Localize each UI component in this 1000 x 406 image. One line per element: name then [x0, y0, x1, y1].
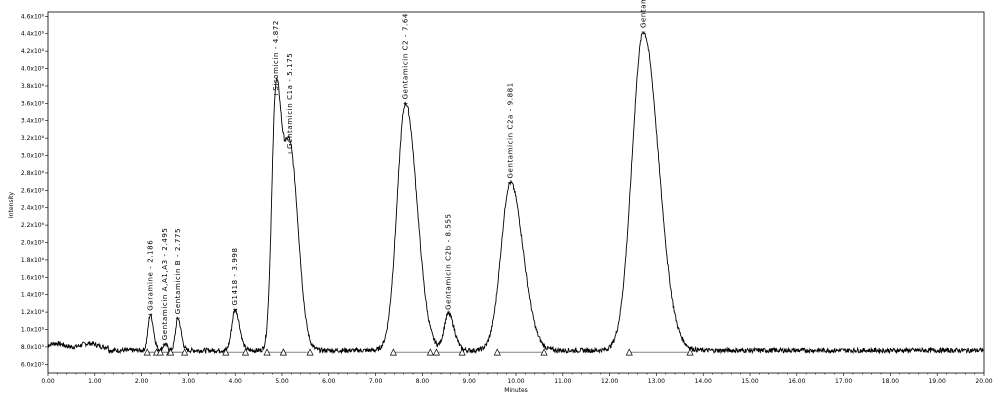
chromatogram-trace	[47, 31, 984, 355]
y-tick-label: 2.4x10⁶	[21, 205, 45, 212]
y-tick-label: 2.2x10⁶	[21, 222, 45, 229]
x-tick-label: 20.00	[975, 378, 992, 385]
y-tick-label: 3.8x10⁶	[21, 83, 45, 90]
peak-label: Gentamicin C2b - 8.555	[444, 213, 452, 309]
y-tick-label: 1.6x10⁶	[21, 274, 45, 281]
integration-marker	[263, 348, 271, 356]
x-tick-label: 5.00	[275, 378, 289, 385]
integration-marker	[493, 348, 501, 356]
y-tick-label: 8.0x10⁵	[21, 344, 45, 351]
x-tick-label: 0.00	[41, 378, 55, 385]
integration-marker	[241, 348, 250, 356]
peak-label: Gentamicin C2 - 7.64	[402, 13, 410, 99]
integration-marker	[306, 348, 314, 356]
integration-marker	[686, 348, 694, 356]
y-tick-label: 4.4x10⁶	[21, 31, 45, 38]
y-tick-label: 4.0x10⁶	[21, 66, 45, 73]
peak-label: Gentamicin C1a - 5.175	[286, 53, 294, 149]
peak-label: Gentamicin A,A1,A3 - 2.495	[161, 228, 169, 341]
peak-label: Gentamicin B - 2.775	[174, 228, 182, 314]
x-tick-label: 12.00	[601, 378, 618, 385]
y-tick-label: 4.6x10⁶	[21, 13, 45, 20]
x-tick-label: 3.00	[182, 378, 196, 385]
x-tick-label: 16.00	[788, 378, 805, 385]
x-axis-title: Minutes	[504, 387, 528, 394]
y-tick-label: 3.2x10⁶	[21, 135, 45, 142]
x-tick-label: 15.00	[741, 378, 758, 385]
y-tick-label: 2.8x10⁶	[21, 170, 45, 177]
y-tick-label: 2.6x10⁶	[21, 187, 45, 194]
plot-frame	[47, 11, 985, 374]
integration-marker	[540, 348, 548, 356]
x-tick-label: 19.00	[929, 378, 946, 385]
x-tick-label: 8.00	[416, 378, 430, 385]
peak-label: Gentamicin C1 - 12.721	[639, 0, 647, 28]
y-tick-label: 1.8x10⁶	[21, 257, 45, 264]
integration-marker	[389, 348, 397, 356]
x-tick-label: 2.00	[135, 378, 149, 385]
y-axis-title: Intensity	[8, 191, 15, 218]
x-tick-label: 14.00	[695, 378, 712, 385]
peak-label: G1418 - 3.998	[231, 247, 239, 305]
y-tick-label: 1.2x10⁶	[21, 309, 45, 316]
x-tick-label: 13.00	[648, 378, 665, 385]
integration-marker	[426, 348, 434, 356]
y-tick-label: 2.0x10⁶	[21, 240, 45, 247]
x-tick-label: 11.00	[554, 378, 571, 385]
integration-marker	[279, 348, 287, 356]
integration-marker	[156, 348, 164, 356]
y-tick-label: 4.2x10⁶	[21, 48, 45, 55]
y-tick-label: 3.4x10⁶	[21, 118, 45, 125]
integration-marker	[625, 348, 633, 356]
peak-label: Garamine - 2.186	[146, 240, 154, 311]
x-tick-label: 4.00	[229, 378, 243, 385]
x-tick-label: 9.00	[463, 378, 477, 385]
integration-marker	[222, 348, 230, 356]
x-tick-label: 6.00	[322, 378, 336, 385]
y-tick-label: 1.0x10⁶	[21, 327, 45, 334]
integration-marker	[181, 348, 189, 356]
y-tick-label: 3.6x10⁶	[21, 100, 45, 107]
integration-marker	[458, 348, 466, 356]
x-tick-label: 10.00	[507, 378, 524, 385]
integration-marker	[432, 348, 441, 356]
x-tick-label: 18.00	[882, 378, 899, 385]
y-tick-label: 6.0x10⁵	[21, 361, 45, 368]
x-tick-label: 17.00	[835, 378, 852, 385]
peak-label: Gentamicin C2a - 9.881	[506, 82, 514, 178]
integration-marker	[167, 348, 175, 356]
peak-label: Sisomicin - 4.872	[272, 20, 280, 91]
y-tick-label: 3.0x10⁶	[21, 153, 45, 160]
x-tick-label: 7.00	[369, 378, 383, 385]
integration-marker	[143, 348, 151, 356]
x-tick-label: 1.00	[88, 378, 102, 385]
y-tick-label: 1.4x10⁶	[21, 292, 45, 299]
